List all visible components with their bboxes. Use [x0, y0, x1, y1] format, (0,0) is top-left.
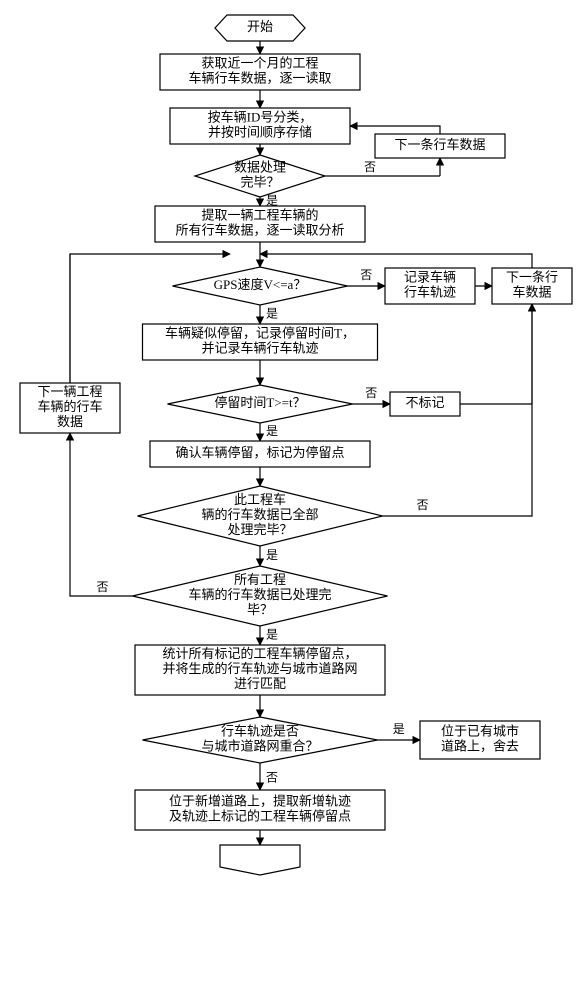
svg-text:停留时间T>=t？: 停留时间T>=t？: [214, 395, 305, 410]
svg-text:所有工程: 所有工程: [234, 572, 286, 587]
svg-text:是: 是: [266, 306, 278, 320]
svg-text:行车轨迹: 行车轨迹: [404, 284, 456, 299]
svg-text:否: 否: [365, 386, 377, 400]
svg-text:数据: 数据: [57, 414, 83, 429]
svg-text:此工程车: 此工程车: [234, 492, 286, 507]
svg-text:车辆疑似停留，记录停留时间T，: 车辆疑似停留，记录停留时间T，: [165, 325, 355, 340]
svg-text:否: 否: [416, 498, 428, 512]
svg-text:是: 是: [393, 722, 405, 736]
svg-text:位于已有城市: 位于已有城市: [441, 723, 519, 738]
svg-text:及轨迹上标记的工程车辆停留点: 及轨迹上标记的工程车辆停留点: [169, 808, 351, 823]
svg-text:提取一辆工程车辆的: 提取一辆工程车辆的: [201, 207, 318, 222]
svg-text:辆的行车数据已全部: 辆的行车数据已全部: [201, 507, 318, 522]
svg-text:获取近一个月的工程: 获取近一个月的工程: [201, 55, 318, 70]
svg-text:是: 是: [266, 193, 278, 207]
svg-text:确认车辆停留，标记为停留点: 确认车辆停留，标记为停留点: [175, 445, 344, 460]
svg-text:所有行车数据，逐一读取分析: 所有行车数据，逐一读取分析: [175, 222, 344, 237]
svg-text:并将生成的行车轨迹与城市道路网: 并将生成的行车轨迹与城市道路网: [162, 661, 357, 676]
end-node: [220, 845, 300, 875]
svg-text:位于新增道路上，提取新增轨迹: 位于新增道路上，提取新增轨迹: [169, 793, 351, 808]
svg-text:是: 是: [266, 627, 278, 641]
svg-text:车辆的行车: 车辆的行车: [37, 399, 102, 414]
svg-text:道路上，舍去: 道路上，舍去: [441, 738, 519, 753]
svg-text:完毕？: 完毕？: [240, 174, 279, 189]
svg-text:处理完毕？: 处理完毕？: [227, 522, 292, 537]
svg-text:下一辆工程: 下一辆工程: [37, 384, 102, 399]
svg-text:车数据: 车数据: [512, 284, 551, 299]
svg-text:否: 否: [364, 160, 376, 174]
svg-text:行车轨迹是否: 行车轨迹是否: [221, 723, 299, 738]
svg-text:与城市道路网重合？: 与城市道路网重合？: [201, 738, 318, 753]
svg-text:车辆的行车数据已处理完: 车辆的行车数据已处理完: [188, 587, 331, 602]
svg-text:不标记: 不标记: [405, 395, 444, 410]
svg-text:按车辆ID号分类，: 按车辆ID号分类，: [208, 109, 313, 124]
svg-text:毕？: 毕？: [247, 602, 273, 617]
svg-text:否: 否: [266, 770, 278, 784]
svg-text:车辆行车数据，逐一读取: 车辆行车数据，逐一读取: [188, 70, 331, 85]
svg-text:并按时间顺序存储: 并按时间顺序存储: [208, 124, 312, 139]
flowchart: 开始获取近一个月的工程车辆行车数据，逐一读取按车辆ID号分类，并按时间顺序存储下…: [10, 10, 577, 990]
svg-text:开始: 开始: [247, 19, 273, 34]
svg-text:是: 是: [266, 548, 278, 562]
svg-text:否: 否: [360, 268, 372, 282]
svg-text:否: 否: [96, 580, 108, 594]
svg-text:进行匹配: 进行匹配: [234, 676, 286, 691]
svg-text:GPS速度V<=a？: GPS速度V<=a？: [214, 277, 307, 292]
svg-text:下一条行车数据: 下一条行车数据: [394, 137, 485, 152]
svg-text:统计所有标记的工程车辆停留点，: 统计所有标记的工程车辆停留点，: [162, 646, 357, 661]
svg-text:下一条行: 下一条行: [506, 269, 558, 284]
svg-text:是: 是: [266, 424, 278, 438]
svg-text:记录车辆: 记录车辆: [404, 269, 456, 284]
svg-text:数据处理: 数据处理: [234, 159, 286, 174]
svg-text:并记录车辆行车轨迹: 并记录车辆行车轨迹: [201, 340, 318, 355]
